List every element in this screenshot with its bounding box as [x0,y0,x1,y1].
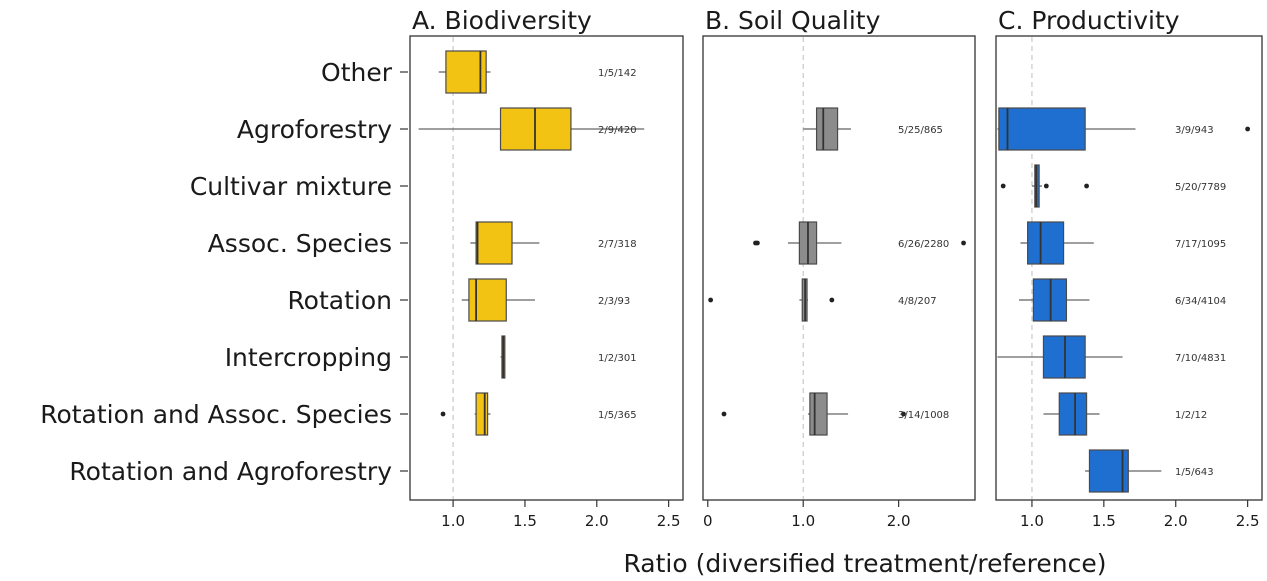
sample-size-label: 1/5/142 [598,68,637,79]
x-tick-label: 2.0 [1164,512,1188,530]
category-labels: Other Agroforestry Cultivar mixture Assoc. … [40,58,408,486]
outlier-point [440,411,446,417]
x-tick-label: 0 [703,512,713,530]
iqr-box [445,50,487,94]
sample-size-label: 2/9/420 [598,125,637,136]
sample-size-label: 5/20/7789 [1175,182,1226,193]
outlier-point [721,411,727,417]
panel-a-biodiversity: A. Biodiversity 1.0 1.5 2.0 2.5 1/5/142 2/9/42… [409,6,684,530]
panel-frame [995,35,1263,501]
panel-title: C. Productivity [998,6,1180,35]
panel-c-productivity: C. Productivity 1.0 1.5 2.0 2.5 3/9/943 5/20/7… [995,6,1263,530]
sample-size-label: 1/2/301 [598,353,637,364]
sample-size-label: 4/8/207 [898,296,937,307]
category-label-rotation-and-agroforestry: Rotation and Agroforestry [69,457,392,486]
category-label-agroforestry: Agroforestry [237,115,392,144]
iqr-box [815,107,839,151]
category-label-rotation: Rotation [287,286,392,315]
box-rotation-and-assoc-species: 1/5/365 [440,392,637,436]
category-label-assoc-species: Assoc. Species [208,229,392,258]
box-agroforestry: 5/25/865 [803,107,943,151]
category-label-cultivar-mixture: Cultivar mixture [190,172,392,201]
iqr-box [998,107,1086,151]
sample-size-label: 2/7/318 [598,239,637,250]
iqr-box [468,278,507,322]
x-tick-label: 2.5 [657,512,681,530]
sample-size-label: 3/14/1008 [898,410,949,421]
box-rotation-and-assoc-species: 3/14/1008 [721,392,949,436]
sample-size-label: 6/26/2280 [898,239,949,250]
box-cultivar-mixture: 5/20/7789 [1000,164,1226,208]
box-rotation-and-agroforestry: 1/5/643 [1085,449,1214,493]
panel-title: B. Soil Quality [705,6,881,35]
box-assoc-species: 2/7/318 [470,221,637,265]
box-agroforestry: 3/9/943 [997,107,1251,151]
outlier-point [1084,183,1089,189]
box-other: 1/5/142 [438,50,637,94]
sample-size-label: 6/34/4104 [1175,296,1226,307]
iqr-box [475,221,513,265]
box-rotation-and-assoc-species: 1/2/12 [1043,392,1207,436]
panel-title: A. Biodiversity [412,6,592,35]
sample-size-label: 3/9/943 [1175,125,1214,136]
panel-b-soil-quality: B. Soil Quality 0 1.0 2.0 5/25/865 6/26/2280 4… [702,6,976,530]
outlier-point [1000,183,1006,189]
outlier-point [1043,183,1049,189]
outlier-point [961,240,966,246]
box-intercropping: 1/2/301 [500,335,637,379]
x-tick-label: 1.0 [1020,512,1044,530]
box-rotation: 6/34/4104 [1019,278,1226,322]
x-tick-label: 1.0 [441,512,465,530]
x-tick-label: 1.5 [1092,512,1116,530]
iqr-box [1058,392,1088,436]
outlier-point [708,297,714,303]
x-tick-label: 2.0 [585,512,609,530]
sample-size-label: 7/10/4831 [1175,353,1226,364]
x-tick-label: 2.5 [1236,512,1260,530]
box-agroforestry: 2/9/420 [418,107,645,151]
sample-size-label: 7/17/1095 [1175,239,1226,250]
iqr-box [1027,221,1065,265]
outlier-point [901,411,906,417]
outlier-point [755,240,760,246]
x-tick-label: 1.5 [513,512,537,530]
outlier-point [829,297,835,303]
panels: A. Biodiversity 1.0 1.5 2.0 2.5 1/5/142 2/9/42… [409,6,1263,530]
x-tick-label: 1.0 [791,512,815,530]
iqr-box [809,392,828,436]
sample-size-label: 1/5/365 [598,410,637,421]
category-label-intercropping: Intercropping [225,343,392,372]
sample-size-label: 2/3/93 [598,296,630,307]
sample-size-label: 1/5/643 [1175,467,1214,478]
category-label-rotation-and-assoc-species: Rotation and Assoc. Species [40,400,392,429]
iqr-box [475,392,489,436]
box-assoc-species: 7/17/1095 [1020,221,1226,265]
sample-size-label: 1/2/12 [1175,410,1207,421]
box-rotation: 2/3/93 [461,278,630,322]
box-rotation: 4/8/207 [708,278,937,322]
box-assoc-species: 6/26/2280 [753,221,966,265]
outlier-point [1245,126,1251,132]
sample-size-label: 5/25/865 [898,125,943,136]
panel-frame [409,35,684,501]
x-tick-label: 2.0 [887,512,911,530]
panel-frame [702,35,976,501]
x-axis-label: Ratio (diversified treatment/reference) [623,549,1106,578]
category-label-other: Other [321,58,393,87]
box-intercropping: 7/10/4831 [997,335,1226,379]
